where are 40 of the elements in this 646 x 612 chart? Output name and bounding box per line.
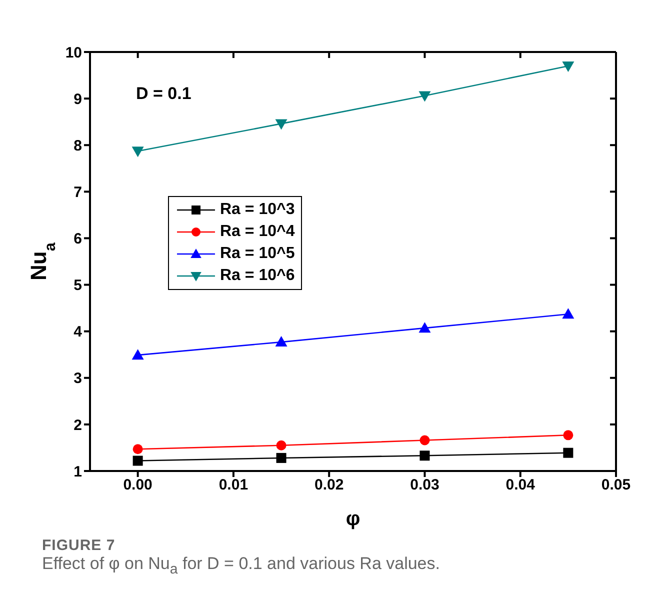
point [420,435,430,446]
x-tick-label: 0.05 [601,476,631,494]
point [132,456,143,466]
x-tick-label: 0.03 [410,476,440,494]
point [276,440,286,450]
point [562,308,574,319]
y-tick-label: 4 [74,324,83,341]
caption: FIGURE 7 [42,537,116,554]
y-tick-label: 9 [74,90,82,108]
y-tick-label: 7 [74,184,82,201]
x-tick-label: 0.01 [218,476,248,494]
point [132,146,144,158]
x-tick-label: 0.04 [506,476,536,494]
y-tick-label: 2 [74,416,82,434]
text: Effect of φ on Nu$_{a}$ for D = 0.1 and various Ra values. [42,554,441,578]
point [275,119,288,130]
y-tick-label: 1 [74,463,82,480]
annotation: D = 0.1 [136,84,192,104]
legend-label: Ra = 10^4 [220,223,295,241]
point [276,452,286,463]
legend-label: Ra = 10^5 [220,245,295,263]
point [562,61,574,72]
point [420,450,430,461]
x-tick-label: 0.02 [314,476,344,494]
point [418,91,431,102]
legend-label: Ra = 10^3 [220,201,295,219]
y-tick-label: 5 [74,277,82,294]
y-tick-label: 6 [74,230,82,248]
y-tick-label: 10 [65,44,82,62]
point [275,336,288,347]
point [563,448,574,458]
point [132,349,144,360]
point [418,322,431,333]
y-tick-label: 3 [74,370,82,388]
x-tick-label: 0.00 [123,476,152,494]
legend-label: Ra = 10^6 [220,267,295,285]
x-axis-title: φ [346,508,360,530]
point [132,444,143,454]
y-tick-label: 8 [74,137,82,154]
point [563,430,574,440]
